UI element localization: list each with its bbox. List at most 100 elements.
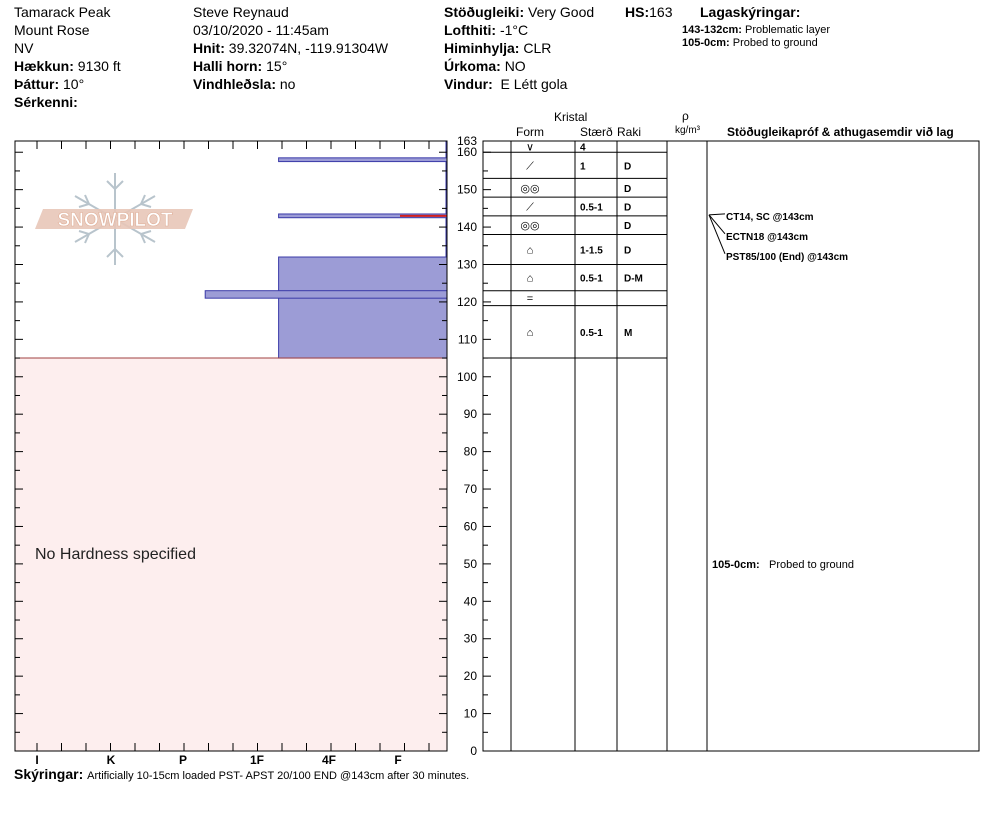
layer-form: ⌂ (527, 327, 534, 339)
layer-form: ◎◎ (520, 183, 539, 195)
elevation-value: 9130 ft (77, 58, 121, 74)
layer-moisture: D (624, 184, 631, 195)
x-tick-label: I (35, 753, 38, 767)
layer-form: ⌂ (527, 245, 534, 257)
legend-range: 143-132cm: (682, 24, 742, 36)
layer-form: ⌂ (527, 273, 534, 285)
x-tick-label: 1F (250, 753, 264, 767)
y-tick-label: 30 (464, 632, 478, 646)
wind-value: E Létt gola (500, 76, 568, 92)
wind-label: Vindur: (444, 76, 493, 92)
layer-moisture: D (624, 202, 631, 213)
stability-field: Stöðugleiki: Very Good (444, 4, 594, 21)
y-tick-label: 60 (464, 519, 478, 533)
no-hardness-label: No Hardness specified (35, 546, 196, 563)
stability-label: Stöðugleiki: (444, 4, 525, 20)
kristal-header: Kristal (554, 110, 588, 124)
aspect-field: Þáttur: 10° (14, 76, 84, 93)
features-label: Sérkenni: (14, 94, 78, 110)
y-tick-label: 130 (457, 257, 477, 271)
size-header: Stærð (580, 125, 613, 139)
legend-text: Problematic layer (745, 24, 830, 36)
layer-size: 1 (580, 161, 586, 172)
wind-field: Vindur: E Létt gola (444, 76, 567, 93)
y-tick-label: 150 (457, 183, 477, 197)
layer-moisture: D (624, 246, 631, 257)
legend-title: Lagaskýringar: (700, 4, 801, 20)
observation-datetime: 03/10/2020 - 11:45am (193, 22, 329, 38)
airtemp-field: Lofthiti: -1°C (444, 22, 528, 39)
form-header: Form (516, 125, 544, 139)
slope-label: Halli horn: (193, 58, 263, 74)
density-unit-header: kg/m³ (675, 125, 700, 136)
coords-field: Hnit: 39.32074N, -119.91304W (193, 40, 388, 57)
x-tick-label: F (394, 753, 401, 767)
legend-range: 105-0cm: (682, 37, 730, 49)
y-tick-label: 50 (464, 557, 478, 571)
sky-value: CLR (523, 40, 552, 56)
stability-value: Very Good (528, 4, 595, 20)
layer-moisture: M (624, 328, 632, 339)
precip-field: Úrkoma: NO (444, 58, 526, 75)
sky-label: Himinhylja: (444, 40, 520, 56)
state-name: NV (14, 40, 34, 56)
test-pointer (708, 214, 726, 235)
comment-range: 105-0cm: (712, 559, 760, 571)
rho-header: ρ (682, 109, 689, 123)
test-label: CT14, SC @143cm (726, 212, 814, 223)
depth-axis: 0 10 20 30 40 50 60 70 80 90 100 110 120 130 140 150 160… (15, 134, 491, 758)
test-label: PST85/100 (End) @143cm (726, 252, 848, 263)
footer-text: Artificially 10-15cm loaded PST- APST 20… (87, 770, 470, 782)
y-tick-label: 163 (457, 134, 477, 148)
logo-text: SNOWPILOT (57, 210, 172, 231)
aspect-value: 10° (63, 76, 85, 92)
layer-size: 0.5-1 (580, 328, 603, 339)
layer-table: ∨ 4 ⟋ 1 D ◎◎ D ⟋ 0.5-1 D ◎◎ D ⌂ 1-1.5 D ⌂ 0.5-1 D-M = ⌂ 0.5-… (483, 142, 667, 359)
hs-label: HS: (625, 4, 650, 20)
y-tick-label: 20 (464, 669, 478, 683)
legend-item: 143-132cm: Problematic layer (682, 24, 830, 37)
y-tick-label: 110 (458, 332, 477, 346)
snowpilot-logo: SNOWPILOT (35, 173, 193, 265)
hardness-panel-frame (14, 140, 448, 752)
y-tick-label: 40 (464, 594, 478, 608)
observer-name: Steve Reynaud (193, 4, 289, 20)
moisture-header: Raki (617, 125, 642, 139)
precip-value: NO (504, 58, 526, 74)
elevation-field: Hækkun: 9130 ft (14, 58, 121, 75)
x-tick-label: P (179, 753, 187, 767)
y-tick-label: 70 (464, 482, 478, 496)
location-name: Tamarack Peak (14, 4, 111, 20)
y-tick-label: 90 (464, 407, 478, 421)
features-field: Sérkenni: (14, 94, 78, 111)
y-tick-label: 0 (470, 744, 477, 758)
layer-moisture: D (624, 221, 631, 232)
layer-form: ◎◎ (520, 220, 539, 232)
x-tick-label: K (107, 753, 116, 767)
hardness-bar (204, 290, 448, 299)
layer-moisture: D-M (624, 274, 643, 285)
layer-size: 0.5-1 (580, 274, 603, 285)
y-tick-label: 10 (464, 707, 478, 721)
hardness-bar (278, 157, 448, 163)
y-tick-label: 160 (457, 145, 477, 159)
test-pointer (708, 213, 726, 216)
legend-item: 105-0cm: Probed to ground (682, 37, 818, 50)
footer-notes: Skýringar: Artificially 10-15cm loaded P… (14, 766, 469, 785)
slope-value: 15° (266, 58, 288, 74)
hardness-bar (278, 256, 448, 359)
hs-field: HS:163 (625, 4, 672, 21)
y-tick-label: 120 (457, 295, 477, 309)
coords-value: 39.32074N, -119.91304W (228, 40, 389, 56)
layer-size: 1-1.5 (580, 246, 603, 257)
layer-size: 0.5-1 (580, 202, 603, 213)
tests-header: Stöðugleikapróf & athugasemdir við lag (727, 125, 954, 139)
probed-region (15, 358, 447, 751)
hs-value: 163 (649, 4, 673, 20)
test-pointer (708, 214, 726, 255)
wind-loading-label: Vindhleðsla: (193, 76, 276, 92)
aspect-label: Þáttur: (14, 76, 60, 92)
test-label: ECTN18 @143cm (726, 232, 808, 243)
elevation-label: Hækkun: (14, 58, 74, 74)
comment-text: Probed to ground (769, 559, 854, 571)
